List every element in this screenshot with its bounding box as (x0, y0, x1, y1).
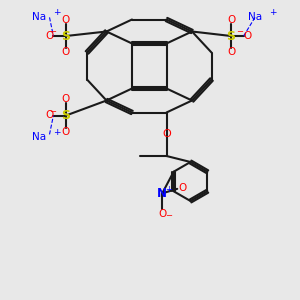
Text: −: − (49, 107, 56, 116)
Text: S: S (226, 29, 236, 43)
Text: O: O (158, 209, 166, 219)
Text: O: O (62, 94, 70, 104)
Text: S: S (61, 29, 70, 43)
Text: −: − (236, 28, 244, 37)
Text: O: O (45, 110, 53, 121)
Text: O: O (227, 47, 235, 57)
Text: O: O (178, 183, 187, 193)
Text: +: + (53, 8, 61, 17)
Text: S: S (61, 109, 70, 122)
Text: O: O (62, 47, 70, 57)
Text: O: O (227, 15, 235, 25)
Text: Na: Na (248, 11, 262, 22)
Text: +: + (53, 128, 61, 137)
Text: O: O (244, 31, 252, 41)
Text: O: O (45, 31, 53, 41)
Text: O: O (162, 129, 171, 140)
Text: O: O (62, 127, 70, 137)
Text: Na: Na (32, 131, 46, 142)
Text: −: − (165, 211, 172, 220)
Text: +: + (165, 185, 172, 194)
Text: N: N (157, 187, 167, 200)
Text: O: O (62, 15, 70, 25)
Text: +: + (269, 8, 277, 17)
Text: −: − (49, 28, 56, 37)
Text: Na: Na (32, 11, 46, 22)
